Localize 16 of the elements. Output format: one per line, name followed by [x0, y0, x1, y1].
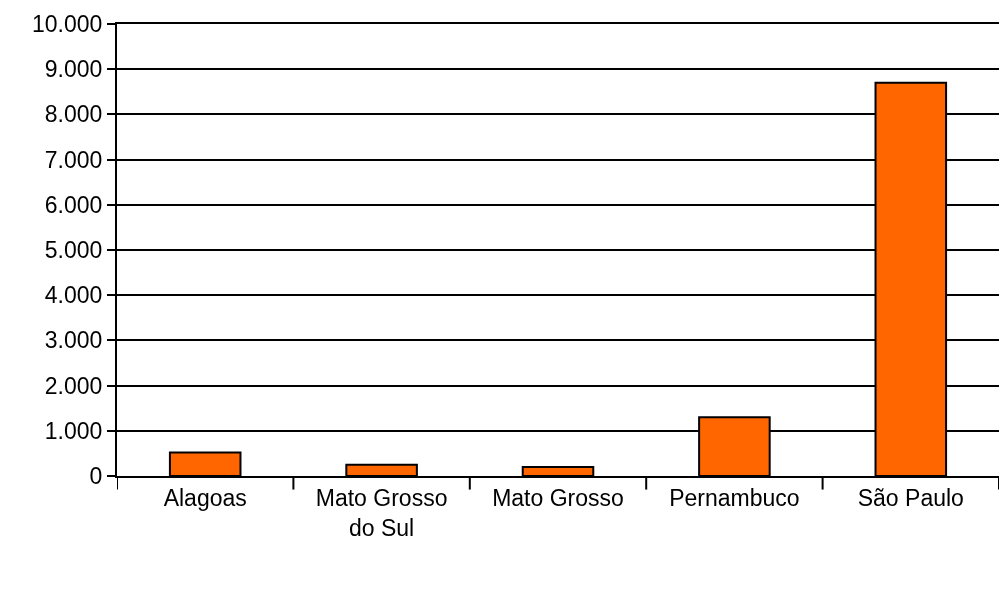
y-tick-label: 4.000 — [44, 282, 103, 309]
y-tick-label: 10.000 — [32, 11, 103, 38]
x-tick-label: Mato Grosso do Sul — [315, 484, 448, 541]
x-tick-label: Pernambuco — [669, 484, 800, 511]
y-tick-label: 5.000 — [44, 237, 103, 264]
y-tick-label: 3.000 — [44, 327, 103, 354]
y-tick-label: 2.000 — [44, 372, 103, 399]
y-tick-label: 9.000 — [44, 56, 103, 83]
x-tick-label: São Paulo — [857, 484, 964, 511]
x-tick-label: Mato Grosso — [492, 484, 624, 511]
y-tick-label: 7.000 — [44, 146, 103, 173]
y-tick-label: 1.000 — [44, 417, 103, 444]
x-tick-label: Alagoas — [163, 484, 247, 511]
y-tick-label: 8.000 — [44, 101, 103, 128]
y-tick-label: 6.000 — [44, 191, 103, 218]
y-tick-label: 0 — [89, 463, 103, 490]
